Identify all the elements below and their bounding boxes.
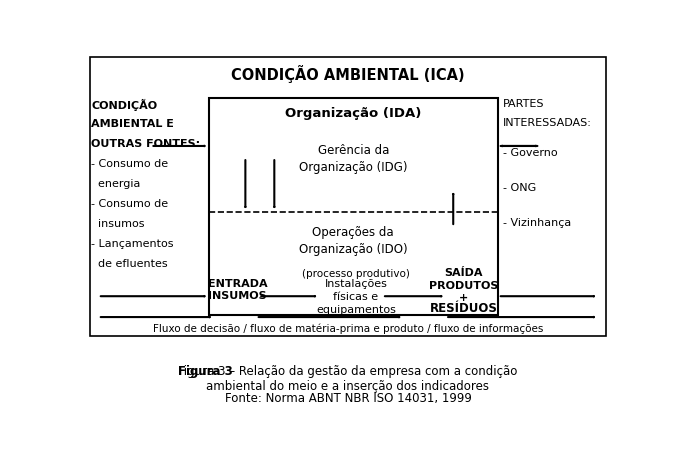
Text: Fluxo de decisão / fluxo de matéria-prima e produto / fluxo de informações: Fluxo de decisão / fluxo de matéria-prim… [153, 323, 543, 333]
Text: ambiental do meio e a inserção dos indicadores: ambiental do meio e a inserção dos indic… [206, 379, 490, 392]
Text: insumos: insumos [91, 218, 145, 228]
Text: - ONG: - ONG [503, 182, 536, 192]
Text: CONDIÇÃO: CONDIÇÃO [91, 98, 158, 111]
Text: - Consumo de: - Consumo de [91, 158, 168, 168]
Text: Organização (IDA): Organização (IDA) [285, 107, 422, 120]
Bar [90, 58, 606, 337]
Text: - Governo: - Governo [503, 147, 558, 157]
Text: Operações da
Organização (IDO): Operações da Organização (IDO) [299, 225, 407, 255]
Text: Gerência da
Organização (IDG): Gerência da Organização (IDG) [299, 144, 407, 174]
Bar [208, 98, 498, 316]
Text: OUTRAS FONTES:: OUTRAS FONTES: [91, 138, 200, 148]
Text: CONDIÇÃO AMBIENTAL (ICA): CONDIÇÃO AMBIENTAL (ICA) [231, 65, 465, 83]
Text: energia: energia [91, 178, 141, 188]
Text: Figura 3 – Relação da gestão da empresa com a condição: Figura 3 – Relação da gestão da empresa … [179, 364, 517, 378]
Text: - Vizinhança: - Vizinhança [503, 217, 572, 228]
Text: Figura 3: Figura 3 [179, 364, 233, 378]
Text: Instalações
físicas e
equipamentos: Instalações físicas e equipamentos [316, 278, 396, 314]
Text: INTERESSADAS:: INTERESSADAS: [503, 118, 592, 128]
Text: (processo produtivo): (processo produtivo) [302, 268, 410, 278]
Text: Fonte: Norma ABNT NBR ISO 14031, 1999: Fonte: Norma ABNT NBR ISO 14031, 1999 [225, 391, 471, 404]
Text: - Consumo de: - Consumo de [91, 198, 168, 208]
Text: RESÍDUOS: RESÍDUOS [430, 302, 498, 314]
Text: PARTES: PARTES [503, 98, 545, 108]
Text: SAÍDA
PRODUTOS
+: SAÍDA PRODUTOS + [429, 268, 498, 303]
Text: de efluentes: de efluentes [91, 258, 168, 268]
Text: ENTRADA
INSUMOS: ENTRADA INSUMOS [208, 278, 268, 301]
Text: - Lançamentos: - Lançamentos [91, 238, 174, 248]
Text: AMBIENTAL E: AMBIENTAL E [91, 118, 174, 128]
